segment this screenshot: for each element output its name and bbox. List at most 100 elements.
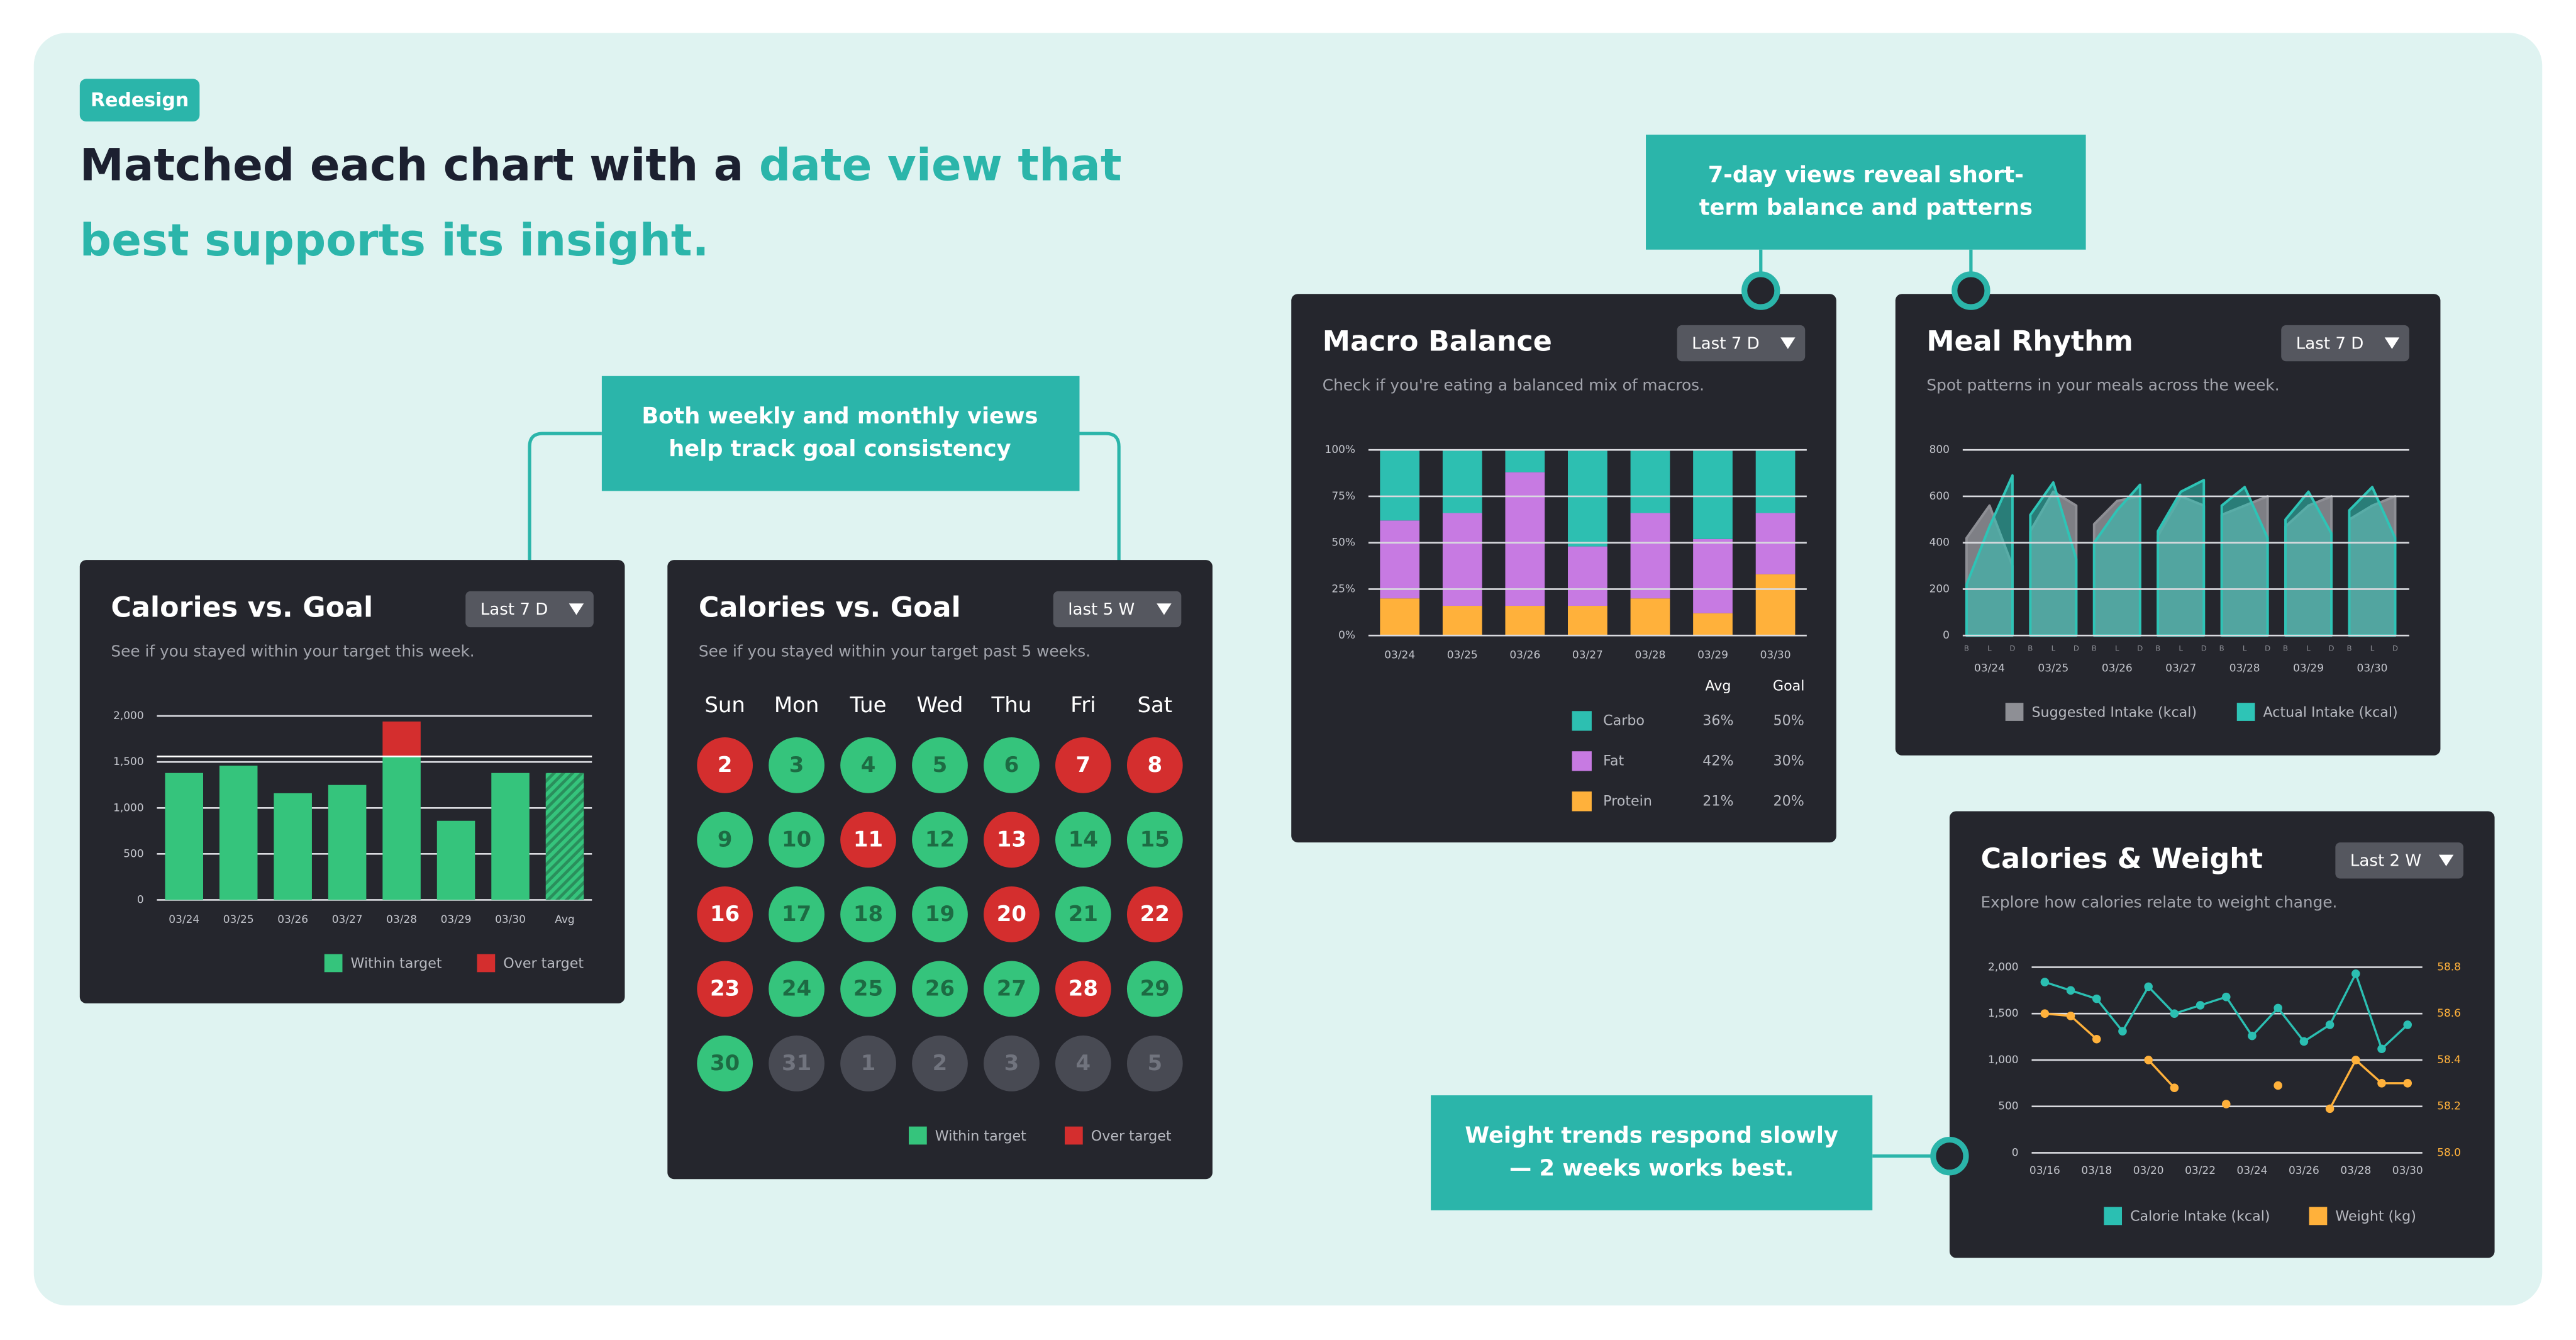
point (2066, 986, 2075, 995)
legend-swatch (909, 1126, 927, 1145)
day-cell (840, 812, 896, 868)
legend-label: Carbo (1603, 712, 1645, 729)
callout-text: Both weekly and monthly views (641, 403, 1038, 429)
callout (601, 376, 1080, 491)
bar-segment (1505, 450, 1545, 472)
day-label: 30 (710, 1051, 740, 1076)
card-subtitle: See if you stayed within your target thi… (111, 642, 474, 660)
y-tick-label: 100% (1325, 443, 1355, 455)
y-tick-label: 600 (1929, 489, 1950, 502)
day-label: 11 (853, 828, 883, 852)
legend-label: Calorie Intake (kcal) (2130, 1209, 2270, 1225)
day-label: 12 (925, 828, 955, 852)
y2-tick-label: 58.2 (2437, 1100, 2461, 1112)
dropdown-arrow (1157, 603, 1172, 615)
x-tick-label: 03/25 (2038, 661, 2068, 674)
card-subtitle: Spot patterns in your meals across the w… (1926, 376, 2279, 394)
point (2144, 1056, 2153, 1064)
y-tick-label: 25% (1331, 582, 1355, 595)
bar-segment (1755, 450, 1796, 513)
weekday-label: Fri (1070, 693, 1096, 718)
bar-segment (1693, 613, 1733, 636)
table-header: Avg (1705, 678, 1731, 695)
dropdown-arrow (1780, 337, 1796, 349)
legend-label: Over target (1091, 1128, 1172, 1144)
range-dropdown[interactable] (2281, 325, 2409, 362)
day-cell (1055, 737, 1111, 793)
bar-segment (1380, 598, 1420, 636)
callout (1431, 1095, 1873, 1210)
y-tick-label: 200 (1929, 582, 1950, 595)
bar-segment (165, 773, 204, 900)
legend-label: Over target (503, 956, 584, 972)
goal-value: 20% (1773, 793, 1804, 809)
y-tick-label: 2,000 (1988, 960, 2019, 973)
y-tick-label: 2,000 (113, 709, 144, 722)
day-label: 28 (1069, 977, 1098, 1002)
day-cell (769, 812, 824, 868)
x-sub-label: D (2392, 644, 2398, 653)
legend-swatch (1572, 791, 1592, 812)
card-title: Meal Rhythm (1926, 326, 2133, 358)
table-header: Goal (1773, 678, 1805, 695)
point (2273, 1003, 2282, 1013)
range-dropdown[interactable] (1677, 325, 1806, 362)
bar-segment (274, 793, 312, 900)
x-sub-label: L (2243, 644, 2247, 653)
point (2403, 1079, 2412, 1088)
bar-segment (1505, 472, 1545, 606)
y2-tick-label: 58.8 (2437, 960, 2461, 973)
x-sub-label: D (2009, 644, 2015, 653)
headline: Matched each chart with a date view that (80, 139, 1122, 191)
goal-value: 50% (1773, 712, 1804, 729)
day-label: 13 (997, 828, 1026, 852)
point (2325, 1020, 2334, 1029)
callout-text: term balance and patterns (1699, 195, 2033, 221)
day-label: 18 (853, 902, 883, 927)
range-dropdown[interactable] (1053, 591, 1182, 628)
x-sub-label: D (2201, 644, 2207, 653)
day-label: 9 (718, 828, 733, 852)
x-tick-label: 03/18 (2081, 1164, 2112, 1176)
day-label: 16 (710, 902, 740, 927)
range-label: last 5 W (1068, 600, 1135, 619)
x-sub-label: L (2306, 644, 2311, 653)
day-cell (840, 737, 896, 793)
line (2147, 1059, 2175, 1089)
headline-text: Matched each chart with a (80, 139, 759, 191)
day-label: 19 (925, 902, 955, 927)
bar-segment (1380, 450, 1420, 521)
point (2299, 1037, 2309, 1046)
legend-swatch (2104, 1207, 2123, 1226)
legend-label: Suggested Intake (kcal) (2031, 704, 2197, 720)
y-tick-label: 50% (1331, 536, 1355, 549)
legend-swatch (2309, 1207, 2328, 1226)
day-cell (984, 812, 1040, 868)
x-tick-label: 03/30 (1760, 649, 1791, 661)
x-tick-label: 03/16 (2029, 1164, 2060, 1176)
line (2329, 1058, 2408, 1110)
bar-segment (1568, 450, 1607, 547)
point (2118, 1027, 2127, 1036)
day-cell (984, 886, 1040, 942)
x-tick-label: 03/30 (2357, 661, 2388, 674)
day-cell (769, 961, 824, 1017)
point (2092, 994, 2101, 1003)
x-tick-label: 03/24 (1974, 661, 2005, 674)
range-dropdown[interactable] (465, 591, 594, 628)
x-tick-label: Avg (555, 913, 574, 925)
x-sub-label: B (2346, 644, 2351, 653)
connector-knob (1951, 271, 1990, 310)
day-cell (697, 737, 753, 793)
point (2273, 1081, 2282, 1090)
x-sub-label: D (2074, 644, 2079, 653)
day-cell (769, 886, 824, 942)
y2-tick-label: 58.4 (2437, 1053, 2461, 1066)
legend-swatch (324, 954, 343, 973)
x-tick-label: 03/28 (1635, 649, 1666, 661)
weekday-label: Sun (704, 693, 745, 718)
range-dropdown[interactable] (2335, 842, 2463, 879)
x-sub-label: L (2051, 644, 2056, 653)
day-label: 20 (997, 902, 1026, 927)
day-cell (912, 886, 968, 942)
